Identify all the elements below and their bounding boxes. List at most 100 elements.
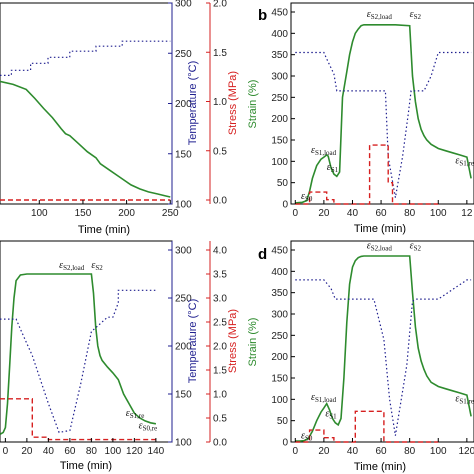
panel-d-y-tick-label: 0 <box>282 438 288 449</box>
panel-a-stress-tick-label: 2.0 <box>213 0 227 10</box>
panel-b-frame <box>290 2 474 205</box>
panel-a-x-tick-label: 250 <box>162 208 179 219</box>
panel-a-temperature-tick-label: 150 <box>175 149 192 160</box>
panel-a-x-tick-label: 150 <box>75 208 92 219</box>
panel-d-x-tick-label: 100 <box>430 446 447 457</box>
panel-b-x-tick-label: 20 <box>318 208 330 219</box>
panel-b-x-tick-label: 80 <box>404 208 416 219</box>
panel-b-y-tick-label: 100 <box>271 157 288 168</box>
panel-c-temperature-tick-label: 150 <box>175 390 192 401</box>
panel-c-strain-annotation: εS1,re <box>126 408 145 420</box>
panel-a-strain-line <box>0 80 171 198</box>
panel-d-strain-line <box>295 255 472 442</box>
panel-d-y-tick-label: 400 <box>271 267 288 278</box>
panel-b-temperature-line <box>295 51 472 198</box>
panel-b-plot <box>295 24 472 205</box>
panel-b-x-tick-label: 40 <box>347 208 359 219</box>
panel-d-y-tick-label: 150 <box>271 374 288 385</box>
panel-b: b 0 20 40 60 80 100 12 0 50 100 150 200 250 300 350 40… <box>247 2 474 235</box>
panel-b-y-tick-label: 200 <box>271 114 288 125</box>
panel-b-x-label: Time (min) <box>354 223 406 235</box>
panel-a-x-tick-label: 200 <box>118 208 135 219</box>
panel-a-frame <box>0 2 173 205</box>
panel-b-strain-annotation: εS0 <box>301 191 313 203</box>
panel-d: d 0 20 40 60 80 100 120 0 50 100 150 200 250 300 350 4… <box>247 240 474 473</box>
panel-d-strain-annotation: εS1 <box>325 408 337 420</box>
panel-c-strain-annotation: εS0,re <box>139 421 158 433</box>
panel-c-temperature-ticks: 100 150 200 250 300 <box>168 246 192 449</box>
panel-d-strain-annotation: εS2,load <box>367 241 393 253</box>
panel-b-strain-annotation: εS1 <box>327 162 339 174</box>
panel-c-x-tick-label: 60 <box>64 446 76 457</box>
panel-b-strain-line <box>295 24 472 204</box>
panel-b-y-tick-label: 350 <box>271 50 288 61</box>
panel-c-strain-annotation: εS2,load <box>59 260 85 272</box>
panel-a-stress-label: Stress (MPa) <box>227 71 239 135</box>
panel-d-y-label: Strain (%) <box>247 318 259 367</box>
panel-c-stress-tick-label: 0.0 <box>213 438 227 449</box>
panel-d-strain-annotation: εS1,load <box>311 392 337 404</box>
panel-c-temperature-tick-label: 300 <box>175 246 192 257</box>
panel-c-x-label: Time (min) <box>60 460 112 472</box>
panel-c-strain-annotation: εS2 <box>91 260 103 272</box>
panel-d-y-tick-label: 250 <box>271 331 288 342</box>
panel-a-temperature-line <box>0 40 171 76</box>
panel-a-temperature-ticks: 100 150 200 250 300 <box>168 0 192 211</box>
panel-d-x-tick-label: 20 <box>318 446 330 457</box>
panel-c-x-tick-label: 100 <box>105 446 122 457</box>
panel-d-strain-annotation: εS0 <box>301 431 313 443</box>
panel-b-strain-annotation: εS2,load <box>367 9 393 21</box>
panel-c-stress-ticks: 0.0 0.5 1.0 1.5 2.0 2.5 3.0 3.5 4.0 <box>206 246 227 449</box>
panel-c-x-tick-label: 20 <box>21 446 33 457</box>
panel-d-x-tick-label: 60 <box>376 446 388 457</box>
panel-b-annotations: εS2,load εS2 εS1,load εS1 εS0 εS1,re <box>301 9 474 203</box>
panel-c-x-tick-label: 140 <box>148 446 165 457</box>
panel-d-y-tick-label: 450 <box>271 246 288 257</box>
panel-b-y-label: Strain (%) <box>247 80 259 129</box>
panel-a-plot <box>0 40 171 201</box>
panel-b-y-tick-label: 150 <box>271 136 288 147</box>
panel-b-x-tick-label: 100 <box>430 208 447 219</box>
panel-a: 100 150 200 250 Time (min) 100150200250300 … <box>0 0 239 236</box>
panel-c-stress-tick-label: 1.5 <box>213 366 227 377</box>
panel-b-strain-annotation: εS2 <box>410 9 422 21</box>
panel-c-stress-label: Stress (MPa) <box>227 309 239 373</box>
panel-b-y-ticks: 0 50 100 150 200 250 300 350 400 450 <box>271 8 295 211</box>
panel-c-stress-tick-label: 0.5 <box>213 414 227 425</box>
panel-d-y-tick-label: 350 <box>271 288 288 299</box>
panel-b-y-tick-label: 0 <box>282 200 288 211</box>
panel-c-temperature-label: Temperature (°C) <box>187 299 199 383</box>
panel-d-frame <box>290 240 474 443</box>
panel-c-stress-tick-label: 3.0 <box>213 294 227 305</box>
panel-c-x-tick-label: 40 <box>43 446 55 457</box>
panel-d-x-tick-label: 0 <box>293 446 299 457</box>
panel-a-temperature-tick-label: 200 <box>175 99 192 110</box>
panel-a-stress-tick-label: 0.5 <box>213 146 227 157</box>
panel-d-y-tick-label: 300 <box>271 310 288 321</box>
panel-a-temperature-tick-label: 250 <box>175 49 192 60</box>
panel-b-x-tick-label: 0 <box>293 208 299 219</box>
panel-c-strain-line <box>0 273 157 435</box>
panel-b-strain-annotation: εS1,re <box>455 155 474 167</box>
panel-a-x-ticks: 100 150 200 250 <box>31 200 179 219</box>
panel-d-y-ticks: 0 50 100 150 200 250 300 350 400 450 <box>271 246 295 449</box>
panel-c-stress-tick-label: 1.0 <box>213 390 227 401</box>
panel-d-annotations: εS2,load εS2 εS1,load εS1 εS0 εS1,re <box>301 241 474 443</box>
panel-c-stress-tick-label: 4.0 <box>213 246 227 257</box>
panel-d-stress-line <box>295 410 439 443</box>
panel-a-stress-tick-label: 1.0 <box>213 97 227 108</box>
panel-c-temperature-tick-label: 200 <box>175 342 192 353</box>
panel-c-stress-tick-label: 2.5 <box>213 318 227 329</box>
panel-c-stress-tick-label: 2.0 <box>213 342 227 353</box>
panel-d-temperature-line <box>295 279 472 436</box>
panel-b-y-tick-label: 400 <box>271 29 288 40</box>
panel-a-x-tick-label: 100 <box>31 208 48 219</box>
panel-d-x-label: Time (min) <box>354 461 406 473</box>
panel-b-y-tick-label: 250 <box>271 93 288 104</box>
panel-d-x-tick-label: 120 <box>459 446 474 457</box>
panel-c-temperature-line <box>0 289 156 434</box>
panel-b-label: b <box>258 7 267 24</box>
